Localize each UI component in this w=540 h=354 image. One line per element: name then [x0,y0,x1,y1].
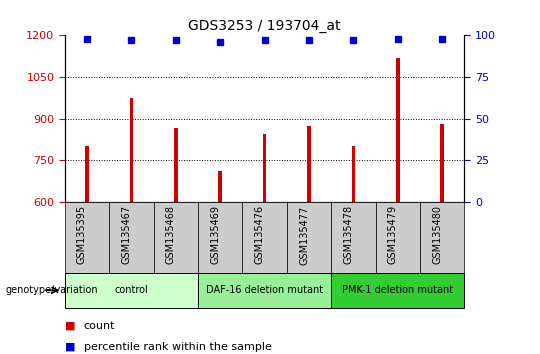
Bar [441,124,444,202]
Bar [263,134,266,202]
Text: control: control [114,285,148,295]
Text: genotype/variation: genotype/variation [5,285,98,295]
Text: percentile rank within the sample: percentile rank within the sample [84,342,272,352]
Text: ■: ■ [65,321,75,331]
Bar [130,98,133,202]
Bar [174,128,178,202]
Text: GSM135469: GSM135469 [210,205,220,264]
Text: GSM135468: GSM135468 [166,205,176,264]
Text: count: count [84,321,115,331]
Bar [396,58,400,202]
Text: DAF-16 deletion mutant: DAF-16 deletion mutant [206,285,323,295]
Text: PMK-1 deletion mutant: PMK-1 deletion mutant [342,285,454,295]
Bar [218,171,222,202]
Text: GSM135395: GSM135395 [77,205,87,264]
Bar [307,126,311,202]
Text: GSM135467: GSM135467 [122,205,131,264]
Text: GSM135478: GSM135478 [343,205,353,264]
Text: ■: ■ [65,342,75,352]
Bar [352,146,355,202]
Text: GSM135480: GSM135480 [432,205,442,264]
Text: GSM135476: GSM135476 [254,205,265,264]
Bar [85,146,89,202]
Text: GSM135479: GSM135479 [388,205,398,264]
Text: GSM135477: GSM135477 [299,205,309,264]
Title: GDS3253 / 193704_at: GDS3253 / 193704_at [188,19,341,33]
